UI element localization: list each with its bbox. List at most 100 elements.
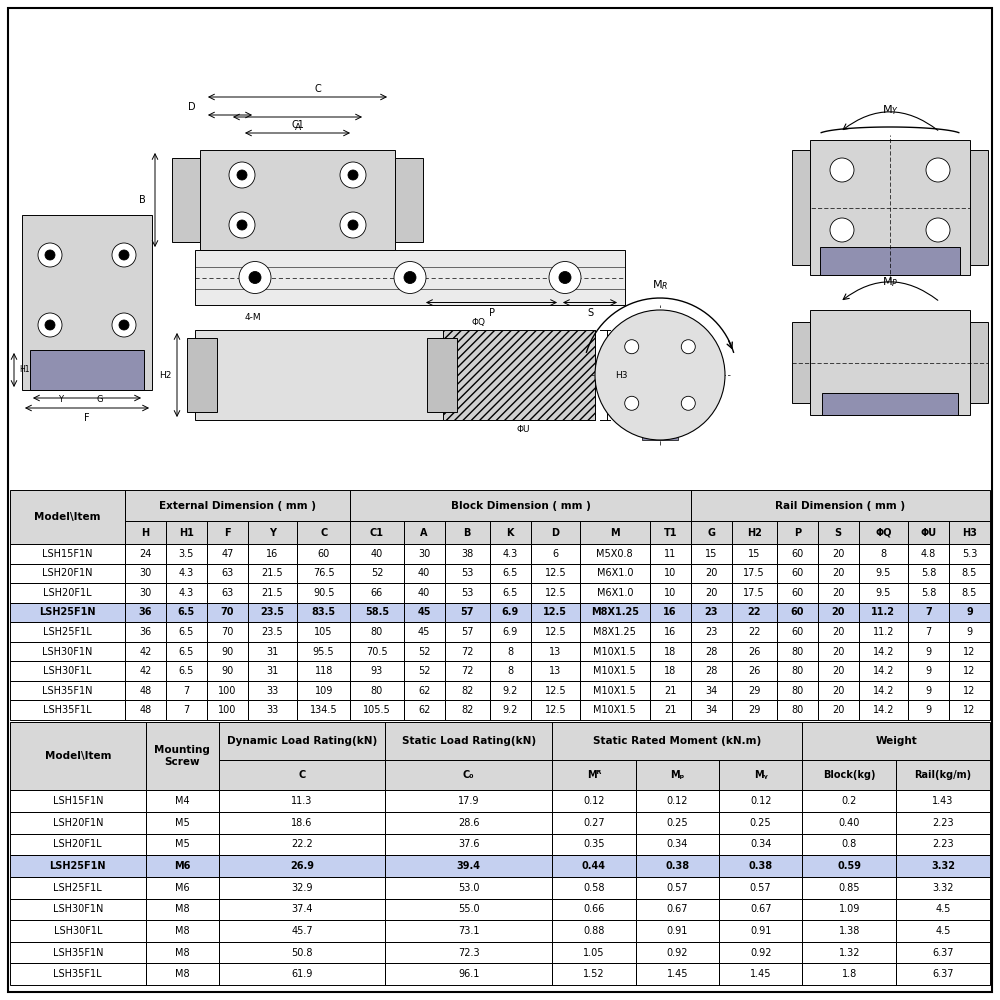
Bar — [552, 877, 636, 899]
Bar — [350, 583, 404, 603]
Text: 60: 60 — [791, 607, 804, 617]
Bar — [691, 642, 732, 661]
Bar — [777, 681, 818, 700]
Bar — [445, 700, 490, 720]
Bar — [10, 490, 125, 544]
Text: 20: 20 — [832, 705, 844, 715]
Text: 12: 12 — [963, 666, 976, 676]
Text: ΦU: ΦU — [920, 528, 937, 538]
Circle shape — [404, 271, 416, 284]
Text: 95.5: 95.5 — [313, 647, 334, 657]
Text: 14.2: 14.2 — [873, 647, 894, 657]
Text: 6.5: 6.5 — [178, 607, 195, 617]
Text: Static Load Rating(kN): Static Load Rating(kN) — [402, 736, 536, 746]
Bar — [719, 899, 802, 920]
Text: 0.92: 0.92 — [750, 948, 771, 958]
Text: 9.2: 9.2 — [503, 686, 518, 696]
Bar — [350, 490, 691, 521]
Bar — [404, 642, 445, 661]
Bar — [719, 834, 802, 855]
Bar — [350, 700, 404, 720]
Bar — [10, 963, 146, 985]
Bar — [552, 722, 802, 760]
Bar — [445, 661, 490, 681]
Circle shape — [45, 320, 55, 330]
Text: 8.5: 8.5 — [962, 588, 977, 598]
Bar — [802, 760, 896, 790]
Bar — [350, 490, 691, 521]
Text: F: F — [84, 413, 90, 423]
Bar — [908, 661, 949, 681]
Bar — [580, 521, 650, 544]
Bar — [908, 521, 949, 544]
Bar — [908, 642, 949, 661]
Text: A: A — [420, 528, 428, 538]
Bar — [248, 583, 297, 603]
Text: 13: 13 — [549, 666, 561, 676]
Bar — [248, 700, 297, 720]
Text: D: D — [551, 528, 559, 538]
Bar — [691, 521, 732, 544]
Text: 0.2: 0.2 — [842, 796, 857, 806]
Bar — [691, 661, 732, 681]
Bar — [792, 322, 810, 403]
Text: Model\Item: Model\Item — [34, 512, 101, 522]
Text: 1.32: 1.32 — [839, 948, 860, 958]
Text: 9.5: 9.5 — [876, 568, 891, 578]
Bar — [297, 700, 350, 720]
Bar — [580, 681, 650, 700]
Text: 0.58: 0.58 — [583, 883, 605, 893]
Text: Mounting
Screw: Mounting Screw — [154, 745, 210, 767]
Circle shape — [830, 218, 854, 242]
Bar — [777, 544, 818, 564]
Bar — [207, 642, 248, 661]
Text: LSH30F1N: LSH30F1N — [53, 904, 103, 914]
Bar — [350, 681, 404, 700]
Bar — [949, 564, 990, 583]
Bar — [650, 564, 691, 583]
Bar — [949, 521, 990, 544]
Text: 1.52: 1.52 — [583, 969, 605, 979]
Text: Y: Y — [269, 528, 276, 538]
Bar — [650, 544, 691, 564]
Bar — [949, 642, 990, 661]
Circle shape — [926, 158, 950, 182]
Text: M8: M8 — [175, 948, 189, 958]
Bar — [777, 521, 818, 544]
Text: 30: 30 — [139, 568, 151, 578]
Bar — [719, 855, 802, 877]
Text: M8X1.25: M8X1.25 — [591, 607, 639, 617]
Bar — [125, 622, 166, 642]
Bar — [859, 583, 908, 603]
Text: 80: 80 — [371, 627, 383, 637]
Bar — [580, 700, 650, 720]
Text: 52: 52 — [371, 568, 383, 578]
Bar — [650, 622, 691, 642]
Text: T1: T1 — [663, 528, 677, 538]
Text: 0.25: 0.25 — [750, 818, 771, 828]
Text: LSH15F1N: LSH15F1N — [42, 549, 93, 559]
Text: 20: 20 — [832, 627, 844, 637]
Circle shape — [681, 340, 695, 354]
Text: 12.5: 12.5 — [545, 705, 566, 715]
Bar — [195, 330, 595, 420]
Bar — [691, 583, 732, 603]
Bar — [166, 603, 207, 622]
Text: 42: 42 — [139, 666, 152, 676]
Circle shape — [237, 220, 247, 230]
Bar — [166, 700, 207, 720]
Text: 6.5: 6.5 — [179, 627, 194, 637]
Text: M$_R$: M$_R$ — [652, 278, 668, 292]
Bar — [580, 622, 650, 642]
Bar — [777, 564, 818, 583]
Bar — [552, 855, 636, 877]
Bar — [404, 661, 445, 681]
Text: 29: 29 — [748, 686, 760, 696]
Bar — [207, 700, 248, 720]
Bar — [650, 583, 691, 603]
Bar — [350, 661, 404, 681]
Text: 5.8: 5.8 — [921, 568, 936, 578]
Text: 34: 34 — [705, 686, 717, 696]
Bar — [580, 544, 650, 564]
Bar — [719, 920, 802, 942]
